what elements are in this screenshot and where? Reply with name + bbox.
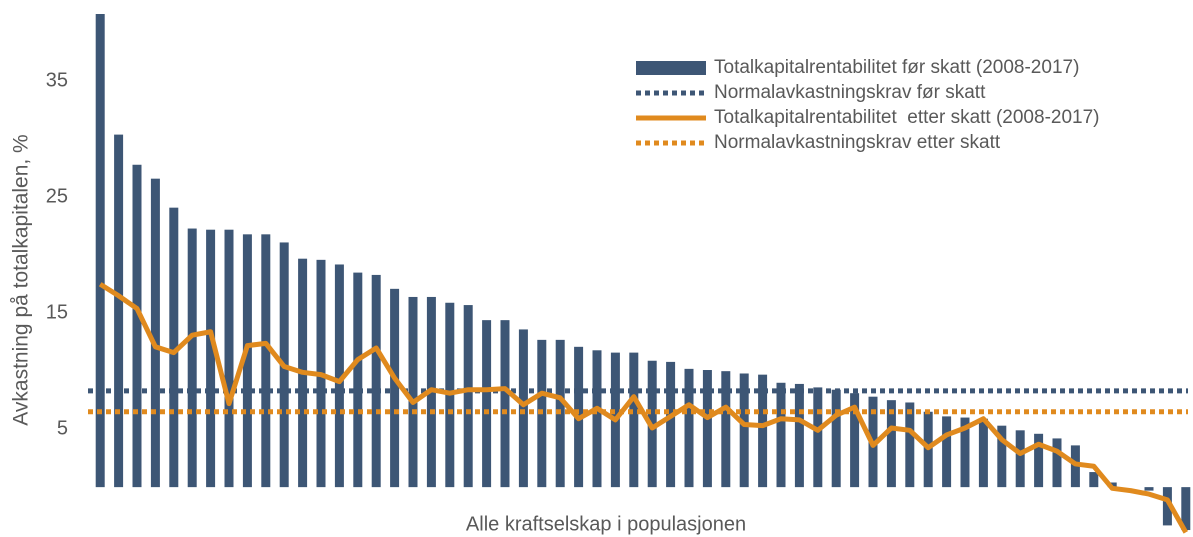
bar: [1162, 487, 1172, 526]
bar: [463, 305, 473, 488]
bar: [813, 387, 823, 488]
bar: [1015, 430, 1025, 488]
y-tick-label: 5: [57, 417, 68, 439]
y-tick-label: 15: [46, 301, 68, 323]
bar: [684, 368, 694, 488]
legend-swatch: [636, 61, 706, 75]
bar: [1181, 487, 1191, 531]
bar: [206, 229, 216, 488]
bar: [629, 352, 639, 488]
bar: [95, 14, 105, 488]
y-tick-label: 25: [46, 186, 68, 208]
bar: [831, 389, 841, 488]
bar: [905, 402, 915, 488]
bar: [794, 383, 804, 488]
bar: [353, 272, 363, 488]
bar: [1089, 472, 1099, 488]
bar: [960, 417, 970, 488]
bar: [371, 274, 381, 488]
bar: [702, 370, 712, 488]
bar: [721, 371, 731, 488]
y-axis-label: Avkastning på totalkapitalen, %: [10, 134, 33, 425]
legend-label: Totalkapitalrentabilitet før skatt (2008…: [714, 57, 1079, 78]
bar: [1144, 487, 1154, 491]
bar: [739, 373, 749, 488]
legend-label: Normalavkastningskrav før skatt: [714, 82, 986, 103]
bar: [942, 416, 952, 488]
bar: [150, 178, 160, 488]
bar: [224, 229, 234, 488]
bar: [500, 320, 510, 488]
bar: [886, 400, 896, 488]
y-tick-label: 35: [46, 70, 68, 92]
bar: [334, 264, 344, 488]
bar: [187, 228, 197, 488]
x-axis-label: Alle kraftselskap i populasjonen: [466, 513, 746, 535]
bar: [169, 207, 179, 488]
bar: [242, 234, 252, 488]
bar: [978, 418, 988, 488]
bar: [261, 234, 271, 488]
bar: [776, 382, 786, 488]
bar: [518, 329, 528, 488]
legend-label: Totalkapitalrentabilitet etter skatt (20…: [714, 107, 1100, 128]
bar: [592, 350, 602, 488]
bar: [666, 361, 676, 488]
bar: [850, 393, 860, 488]
bar: [390, 288, 400, 488]
bar: [1052, 438, 1062, 488]
legend-label: Normalavkastningskrav etter skatt: [714, 132, 1001, 153]
bar: [132, 164, 142, 488]
bar: [997, 425, 1007, 488]
bar: [758, 374, 768, 488]
bar: [114, 134, 124, 488]
bar: [482, 320, 492, 488]
bar: [1034, 433, 1044, 488]
line: [98, 282, 1188, 534]
